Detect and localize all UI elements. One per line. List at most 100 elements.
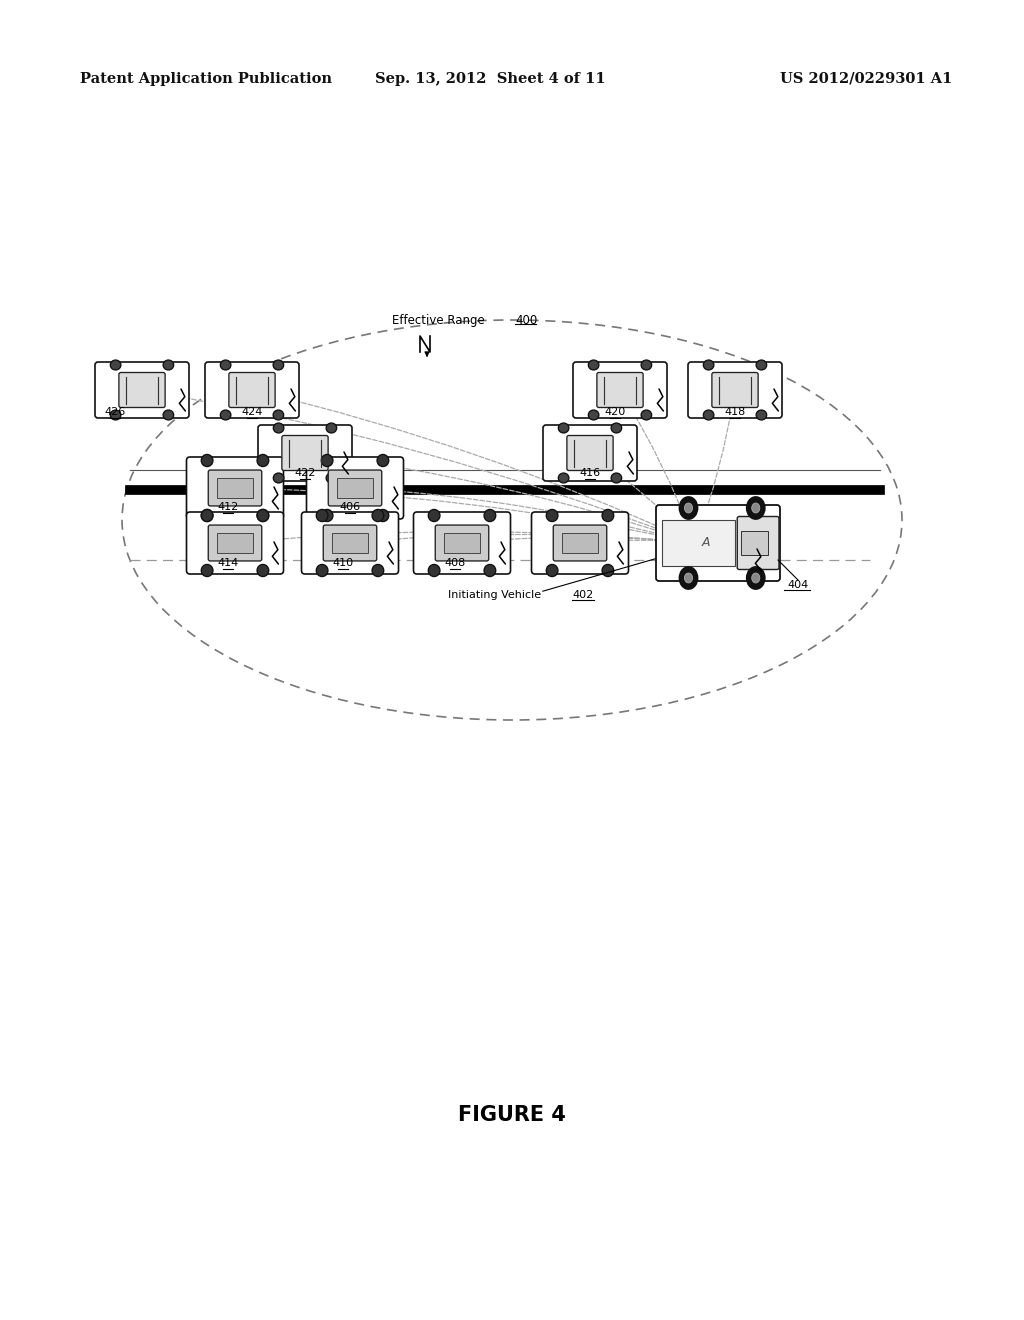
Ellipse shape: [558, 422, 569, 433]
FancyBboxPatch shape: [217, 533, 253, 553]
Ellipse shape: [611, 473, 622, 483]
FancyBboxPatch shape: [662, 520, 735, 566]
FancyBboxPatch shape: [205, 362, 299, 418]
FancyBboxPatch shape: [414, 512, 511, 574]
Ellipse shape: [372, 510, 384, 521]
FancyBboxPatch shape: [553, 525, 607, 561]
FancyBboxPatch shape: [712, 372, 758, 408]
FancyBboxPatch shape: [258, 425, 352, 480]
Ellipse shape: [680, 498, 697, 519]
Ellipse shape: [322, 510, 333, 521]
FancyBboxPatch shape: [562, 533, 598, 553]
Ellipse shape: [316, 565, 328, 577]
Ellipse shape: [273, 473, 284, 483]
Text: 418: 418: [724, 407, 745, 417]
Text: Initiating Vehicle: Initiating Vehicle: [449, 590, 541, 601]
Ellipse shape: [484, 565, 496, 577]
Text: 410: 410: [333, 558, 353, 568]
Ellipse shape: [589, 360, 599, 370]
Ellipse shape: [746, 498, 765, 519]
Ellipse shape: [377, 510, 389, 521]
FancyBboxPatch shape: [229, 372, 275, 408]
FancyBboxPatch shape: [337, 478, 373, 498]
Ellipse shape: [428, 510, 440, 521]
Ellipse shape: [558, 473, 569, 483]
Ellipse shape: [202, 510, 213, 521]
Ellipse shape: [377, 454, 389, 466]
Ellipse shape: [484, 510, 496, 521]
Ellipse shape: [163, 360, 174, 370]
Ellipse shape: [273, 411, 284, 420]
Text: Effective Range: Effective Range: [392, 314, 484, 327]
FancyBboxPatch shape: [332, 533, 368, 553]
Text: 416: 416: [580, 469, 600, 478]
Text: A: A: [701, 536, 711, 549]
Ellipse shape: [202, 510, 213, 521]
Ellipse shape: [316, 510, 328, 521]
FancyBboxPatch shape: [573, 362, 667, 418]
Ellipse shape: [684, 503, 692, 513]
Ellipse shape: [220, 360, 230, 370]
Ellipse shape: [326, 473, 337, 483]
FancyBboxPatch shape: [543, 425, 637, 480]
FancyBboxPatch shape: [435, 525, 488, 561]
Ellipse shape: [372, 565, 384, 577]
FancyBboxPatch shape: [597, 372, 643, 408]
Ellipse shape: [163, 411, 174, 420]
FancyBboxPatch shape: [741, 531, 768, 554]
Ellipse shape: [326, 422, 337, 433]
Ellipse shape: [703, 360, 714, 370]
Text: 408: 408: [444, 558, 466, 568]
FancyBboxPatch shape: [208, 470, 262, 506]
Ellipse shape: [546, 565, 558, 577]
Ellipse shape: [273, 422, 284, 433]
Ellipse shape: [756, 411, 767, 420]
FancyBboxPatch shape: [217, 478, 253, 498]
Text: FIGURE 4: FIGURE 4: [458, 1105, 566, 1125]
FancyBboxPatch shape: [737, 516, 779, 569]
Ellipse shape: [602, 565, 613, 577]
Ellipse shape: [428, 565, 440, 577]
Ellipse shape: [257, 510, 268, 521]
FancyBboxPatch shape: [186, 457, 284, 519]
Ellipse shape: [257, 565, 268, 577]
Text: 406: 406: [339, 502, 360, 512]
Ellipse shape: [756, 360, 767, 370]
Ellipse shape: [546, 510, 558, 521]
Ellipse shape: [202, 454, 213, 466]
FancyBboxPatch shape: [444, 533, 480, 553]
Ellipse shape: [752, 573, 760, 583]
FancyBboxPatch shape: [656, 506, 780, 581]
Text: 422: 422: [294, 469, 315, 478]
Text: 412: 412: [217, 502, 239, 512]
Text: Sep. 13, 2012  Sheet 4 of 11: Sep. 13, 2012 Sheet 4 of 11: [375, 73, 605, 86]
FancyBboxPatch shape: [531, 512, 629, 574]
Text: 400: 400: [515, 314, 538, 327]
Ellipse shape: [257, 454, 268, 466]
Ellipse shape: [220, 411, 230, 420]
FancyBboxPatch shape: [688, 362, 782, 418]
Ellipse shape: [111, 411, 121, 420]
FancyBboxPatch shape: [306, 457, 403, 519]
Ellipse shape: [680, 568, 697, 589]
Ellipse shape: [589, 411, 599, 420]
FancyBboxPatch shape: [119, 372, 165, 408]
Text: 404: 404: [787, 579, 809, 590]
Ellipse shape: [752, 503, 760, 513]
Text: Patent Application Publication: Patent Application Publication: [80, 73, 332, 86]
Ellipse shape: [703, 411, 714, 420]
Ellipse shape: [111, 360, 121, 370]
FancyBboxPatch shape: [324, 525, 377, 561]
Text: 402: 402: [572, 590, 593, 601]
FancyBboxPatch shape: [301, 512, 398, 574]
Ellipse shape: [273, 360, 284, 370]
Ellipse shape: [641, 411, 651, 420]
Text: 420: 420: [604, 407, 626, 417]
Ellipse shape: [746, 568, 765, 589]
Text: US 2012/0229301 A1: US 2012/0229301 A1: [780, 73, 952, 86]
FancyBboxPatch shape: [95, 362, 189, 418]
FancyBboxPatch shape: [567, 436, 613, 470]
Text: 424: 424: [242, 407, 263, 417]
Ellipse shape: [602, 510, 613, 521]
Text: 426: 426: [104, 407, 126, 417]
